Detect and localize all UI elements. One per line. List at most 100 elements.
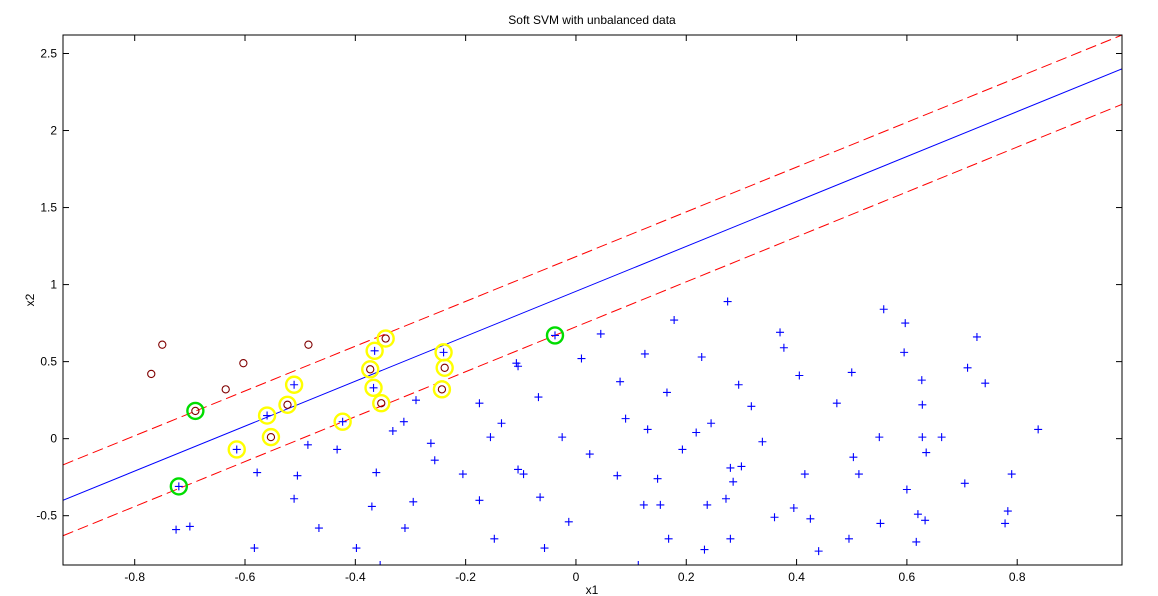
plus-class-point [758,437,767,446]
plus-class-point [922,448,931,457]
plus-class-point [776,328,785,337]
circle-class-point [437,385,447,394]
plus-class-point [352,544,361,553]
plus-class-point [643,425,652,434]
plus-class-point [662,388,671,397]
plus-class-point [430,456,439,465]
plus-class-point [409,497,418,506]
plus-class-point [921,516,930,525]
plus-class-point [918,433,927,442]
support-vector-ring [376,329,395,348]
plus-class-point [726,534,735,543]
plus-class-point [734,380,743,389]
plus-class-point [1001,519,1010,528]
x-tick-label: -0.8 [124,570,145,584]
plus-class-point [770,513,779,522]
plus-class-point [303,440,312,449]
plus-class-point [250,544,259,553]
plus-class-point [534,393,543,402]
plus-class-point [844,534,853,543]
plus-class-point [519,470,528,479]
plus-class-point [800,470,809,479]
plus-class-point [854,470,863,479]
plus-class-point [729,477,738,486]
plus-class-point [490,534,499,543]
plus-class-point [972,332,981,341]
plus-class-point [1007,470,1016,479]
plus-class-point [564,517,573,526]
circle-class-point [377,399,386,408]
plus-class-point [536,493,545,502]
plus-class-point [656,500,665,509]
circle-class-point [239,359,248,368]
plus-class-point [388,426,397,435]
support-vector-ring [361,360,380,379]
support-vector-ring [257,406,277,425]
y-tick-label: 1.5 [40,201,57,215]
plus-class-point [900,348,909,357]
plus-class-point [338,417,347,426]
plus-class-point [333,445,342,454]
margin-upper-line [63,35,1122,466]
x-tick-label: -0.4 [345,570,366,584]
decision-boundary-line [63,68,1122,501]
plus-class-point [314,524,323,533]
plus-class-point [875,433,884,442]
plus-class-point [486,433,495,442]
plus-class-point [806,514,815,523]
support-vector-ring [169,477,189,496]
plus-class-point [913,510,922,519]
plus-class-point [1003,507,1012,516]
support-vector-ring [545,326,565,345]
plus-class-point [253,468,262,477]
plus-class-point [596,329,605,338]
plus-class-point [640,349,649,358]
plot-area-frame [62,34,1123,566]
plus-class-point [963,363,972,372]
plus-class-point [426,439,435,448]
plus-class-point [613,471,622,480]
plus-class-point [937,433,946,442]
circle-class-point [381,334,390,343]
support-vector-ring [435,358,454,377]
plus-class-point [514,362,523,371]
plus-class-point [664,534,673,543]
plus-class-point [172,525,181,534]
plus-class-point [670,316,679,325]
plus-class-point [372,468,381,477]
x-axis-label: x1 [586,583,599,596]
support-vector-ring [372,394,391,413]
plus-class-point [634,561,643,565]
plus-class-point [849,453,858,462]
plus-class-point [399,417,408,426]
plus-class-point [550,331,559,340]
plus-class-point [692,428,701,437]
plus-class-point [475,496,484,505]
support-vector-ring [284,375,304,394]
plus-class-point [697,353,706,362]
circle-class-point [266,432,276,442]
y-tick-label: 1 [50,278,57,292]
plus-class-point [558,433,567,442]
plus-class-point [678,445,687,454]
plus-class-point [585,450,594,459]
support-vector-ring [432,380,452,399]
plus-class-point [981,379,990,388]
plus-class-point [232,445,241,454]
plus-class-point [960,479,969,488]
plus-class-point [475,399,484,408]
plus-class-point [653,474,662,483]
plus-class-point [497,419,506,428]
plus-class-point [876,519,885,528]
plus-class-point [703,500,712,509]
plus-class-point [795,371,804,380]
plus-class-point [577,354,586,363]
plus-class-point [789,503,798,512]
plus-class-point [263,411,272,420]
plus-class-point [737,462,746,471]
plot-contents [63,35,1122,565]
support-vector-ring [278,395,297,414]
plus-class-point [902,485,911,494]
circle-class-point [158,340,167,349]
